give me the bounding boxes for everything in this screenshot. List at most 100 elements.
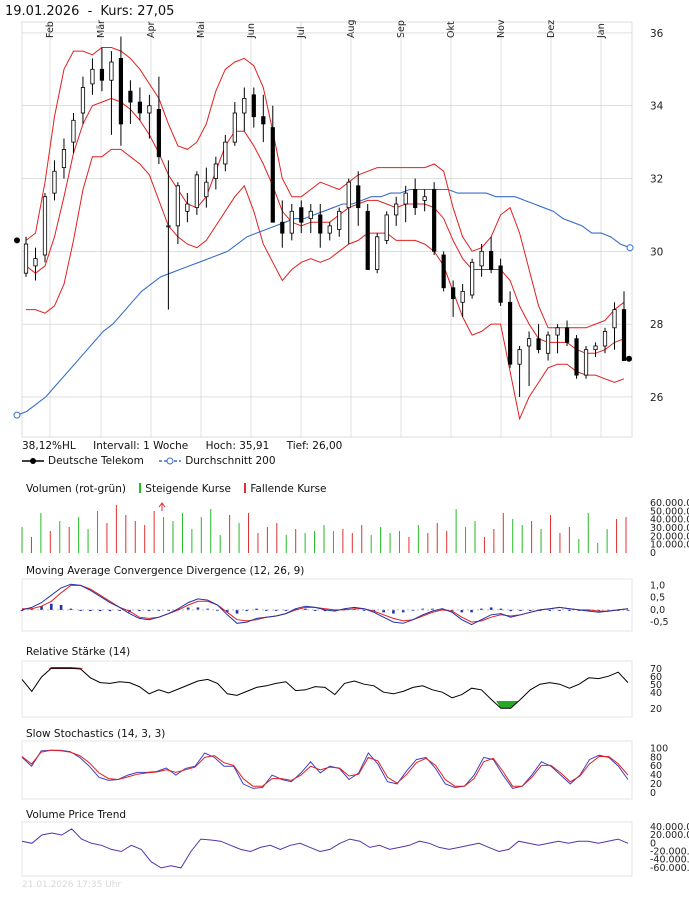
candle-body — [270, 127, 275, 223]
candle-body — [593, 345, 598, 351]
rsi-tick-label: 50 — [650, 680, 662, 691]
macd-histogram-bar — [431, 608, 434, 610]
macd-histogram-bar — [528, 609, 532, 611]
ma200-line — [16, 188, 631, 416]
month-tick-label: Feb — [45, 21, 56, 38]
legend-item-telekom[interactable]: Deutsche Telekom — [22, 455, 144, 467]
macd-histogram-bar — [519, 609, 522, 611]
volume-legend: Volumen (rot-grün) Steigende Kurse Falle… — [26, 483, 327, 495]
macd-histogram-bar — [245, 609, 249, 612]
macd-histogram-bar — [489, 607, 493, 610]
macd-histogram-bar — [480, 608, 483, 610]
candle-body — [71, 119, 76, 143]
macd-histogram-bar — [509, 609, 513, 612]
candle-body — [109, 61, 114, 81]
volume-tick-label: 10.000.000 — [650, 540, 689, 551]
volume-tick-label: 0 — [650, 548, 656, 559]
macd-histogram-bar — [597, 609, 600, 612]
macd-histogram-bar — [186, 607, 190, 610]
macd-histogram-bar — [225, 609, 229, 613]
vpt-tick-label: 20.000.000 — [650, 830, 689, 841]
price-tick-label: 26 — [650, 392, 664, 404]
macd-histogram-bar — [108, 609, 112, 612]
vpt-line — [21, 828, 629, 869]
volume-tick-label: 40.000.000 — [650, 515, 689, 526]
macd-histogram-bar — [499, 608, 503, 610]
candle-body — [470, 261, 475, 296]
candle-body — [33, 258, 38, 267]
candle-body — [99, 68, 105, 81]
candle-body — [80, 87, 86, 114]
rsi-title: Relative Stärke (14) — [26, 646, 131, 658]
candle-body — [261, 116, 266, 125]
price-start-marker — [14, 237, 20, 244]
candle-body — [432, 189, 437, 252]
macd-histogram-bar — [294, 608, 297, 610]
macd-histogram-bar — [587, 609, 591, 612]
macd-histogram-bar — [440, 608, 444, 610]
stoch-d-line — [21, 749, 629, 787]
macd-histogram-bar — [304, 608, 307, 610]
month-tick-label: Dez — [546, 20, 557, 38]
candle-body — [564, 327, 570, 343]
month-tick-label: Okt — [446, 21, 457, 38]
rsi-tick-label: 20 — [650, 704, 662, 715]
month-tick-label: Apr — [146, 21, 157, 38]
legend-label-ma200: Durchschnitt 200 — [185, 455, 276, 467]
rsi-tick-label: 70 — [650, 664, 662, 675]
vpt-tick-label: 40.000.000 — [650, 822, 689, 833]
macd-histogram-bar — [558, 609, 561, 611]
price-tick-label: 34 — [650, 101, 664, 113]
legend-item-ma200[interactable]: Durchschnitt 200 — [159, 455, 276, 467]
candle-body — [413, 189, 418, 209]
candle-body — [23, 243, 29, 274]
candle-body — [90, 68, 95, 85]
vpt-tick-label: -60.000.000 — [650, 863, 689, 874]
month-tick-label: Mai — [196, 21, 207, 38]
vpt-tick-label: -40.000.000 — [650, 855, 689, 866]
candle-body — [612, 309, 617, 329]
macd-histogram-bar — [69, 608, 73, 610]
price-tick-label: 36 — [650, 28, 664, 40]
legend-line-black-icon — [22, 458, 44, 464]
macd-histogram-bar — [568, 609, 571, 611]
price-panel-frame — [21, 21, 633, 438]
macd-histogram-bar — [196, 607, 200, 610]
stoch-tick-label: 0 — [650, 788, 656, 799]
macd-tick-label: 1,0 — [650, 580, 665, 591]
macd-histogram-bar — [333, 609, 337, 612]
macd-histogram-bar — [98, 609, 102, 612]
candle-body — [507, 301, 513, 365]
candle-body — [118, 58, 124, 125]
rsi-tick-label: 40 — [650, 688, 662, 699]
stoch-tick-label: 80 — [650, 752, 662, 763]
candle-body — [365, 210, 370, 270]
macd-histogram-bar — [265, 609, 268, 611]
candle-body — [375, 236, 380, 270]
macd-tick-label: 0,0 — [650, 605, 665, 616]
macd-histogram-bar — [548, 609, 552, 611]
candle-body — [384, 214, 389, 241]
macd-histogram-bar — [470, 609, 473, 613]
vpt-title: Volume Price Trend — [26, 809, 127, 821]
macd-histogram-bar — [177, 608, 180, 610]
candle-body — [441, 254, 446, 289]
macd-histogram-bar — [147, 609, 151, 612]
stoch-tick-label: 20 — [650, 779, 662, 790]
up-volume-swatch-icon — [139, 483, 142, 493]
vpt-tick-label: -20.000.000 — [650, 846, 689, 857]
macd-histogram-bar — [59, 605, 63, 610]
macd-tick-label: -0,5 — [650, 617, 669, 628]
volume-down-label: Fallende Kurse — [250, 483, 327, 495]
candle-body — [498, 265, 503, 303]
chart-legend: Deutsche Telekom Durchschnitt 200 — [22, 455, 288, 468]
price-tick-label: 30 — [650, 246, 663, 258]
down-volume-swatch-icon — [244, 483, 247, 493]
candle-body — [536, 338, 541, 351]
bollinger-lower-line — [26, 148, 625, 421]
timestamp-watermark: 21.01.2026 17:35 Uhr — [22, 880, 122, 890]
candle-body — [394, 203, 399, 216]
macd-histogram-bar — [421, 608, 425, 610]
candle-body — [166, 225, 171, 228]
candle-body — [242, 98, 247, 114]
